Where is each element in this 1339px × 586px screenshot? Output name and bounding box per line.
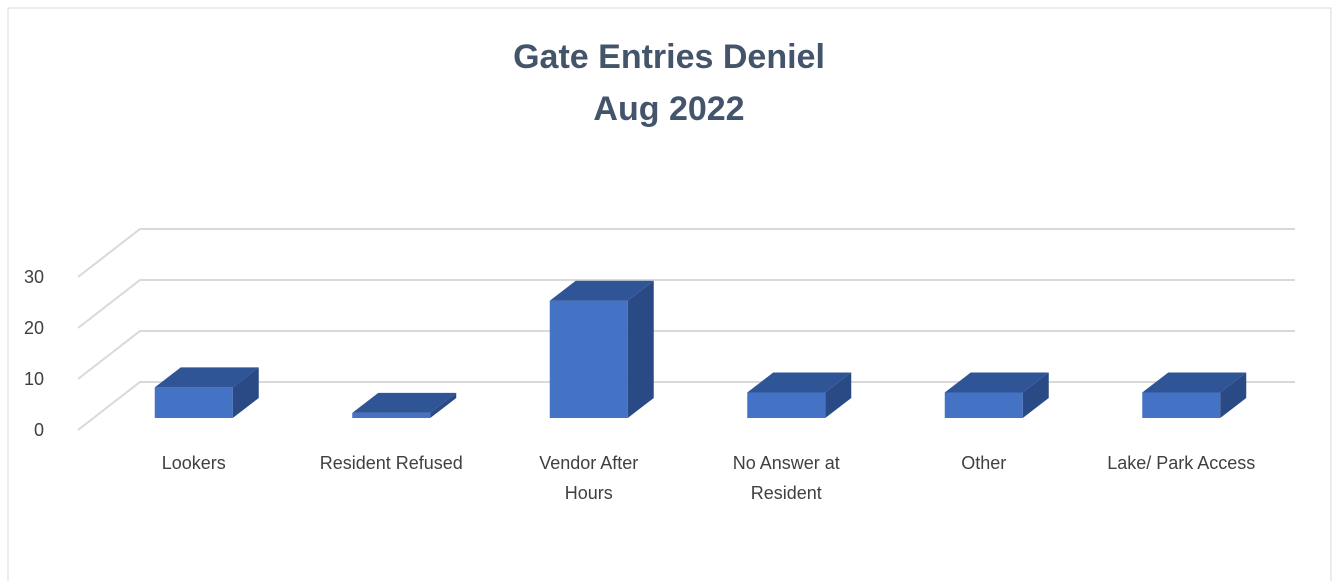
bar [549, 280, 654, 418]
y-tick-label: 20 [24, 318, 44, 338]
bar-front [747, 392, 826, 418]
x-tick-label-box: Other [961, 453, 1007, 473]
bar-side [627, 280, 654, 418]
bar [154, 367, 259, 418]
chart-border [7, 7, 1332, 586]
y-tick-label: 10 [24, 369, 44, 389]
chart-subtitle: Aug 2022 [593, 90, 744, 128]
bar [1142, 372, 1247, 418]
x-tick-label-box: No Answer at Resident [732, 453, 840, 503]
bar [747, 372, 852, 418]
y-tick-label: 30 [24, 267, 44, 287]
bar-top [352, 392, 457, 413]
bar-side [1022, 372, 1049, 418]
bar-front [549, 300, 628, 418]
grid-line [77, 279, 1295, 329]
bar-front [1142, 392, 1221, 418]
x-tick-label: Lookers [161, 453, 226, 473]
bar-side [232, 367, 259, 418]
bar-top [1142, 372, 1247, 393]
bar-top [747, 372, 852, 393]
bar-front [154, 387, 233, 418]
bar-side [825, 372, 852, 418]
x-tick-label: No Answer at Resident [732, 453, 840, 503]
bar-top [944, 372, 1049, 393]
grid-line [77, 330, 1295, 380]
chart-title: Gate Entries Deniel [513, 38, 825, 76]
x-tick-label: Vendor After Hours [539, 453, 639, 503]
x-tick-label-box: Lookers [161, 453, 226, 473]
grid-line [77, 381, 1295, 431]
x-tick-label-box: Resident Refused [319, 453, 463, 473]
bar-top [549, 280, 654, 301]
bar-side [1220, 372, 1247, 418]
bar-front [944, 392, 1023, 418]
y-tick-label: 0 [34, 420, 44, 440]
x-tick-label-box: Vendor After Hours [539, 453, 639, 503]
bar [352, 392, 457, 418]
bar [944, 372, 1049, 418]
x-tick-label-box: Lake/ Park Access [1107, 453, 1256, 473]
x-tick-label: Resident Refused [319, 453, 463, 473]
x-tick-label: Other [961, 453, 1007, 473]
bar-top [154, 367, 259, 388]
grid-line [77, 228, 1295, 278]
bar-side [430, 392, 457, 418]
x-tick-label: Lake/ Park Access [1107, 453, 1256, 473]
bar-front [352, 412, 431, 418]
